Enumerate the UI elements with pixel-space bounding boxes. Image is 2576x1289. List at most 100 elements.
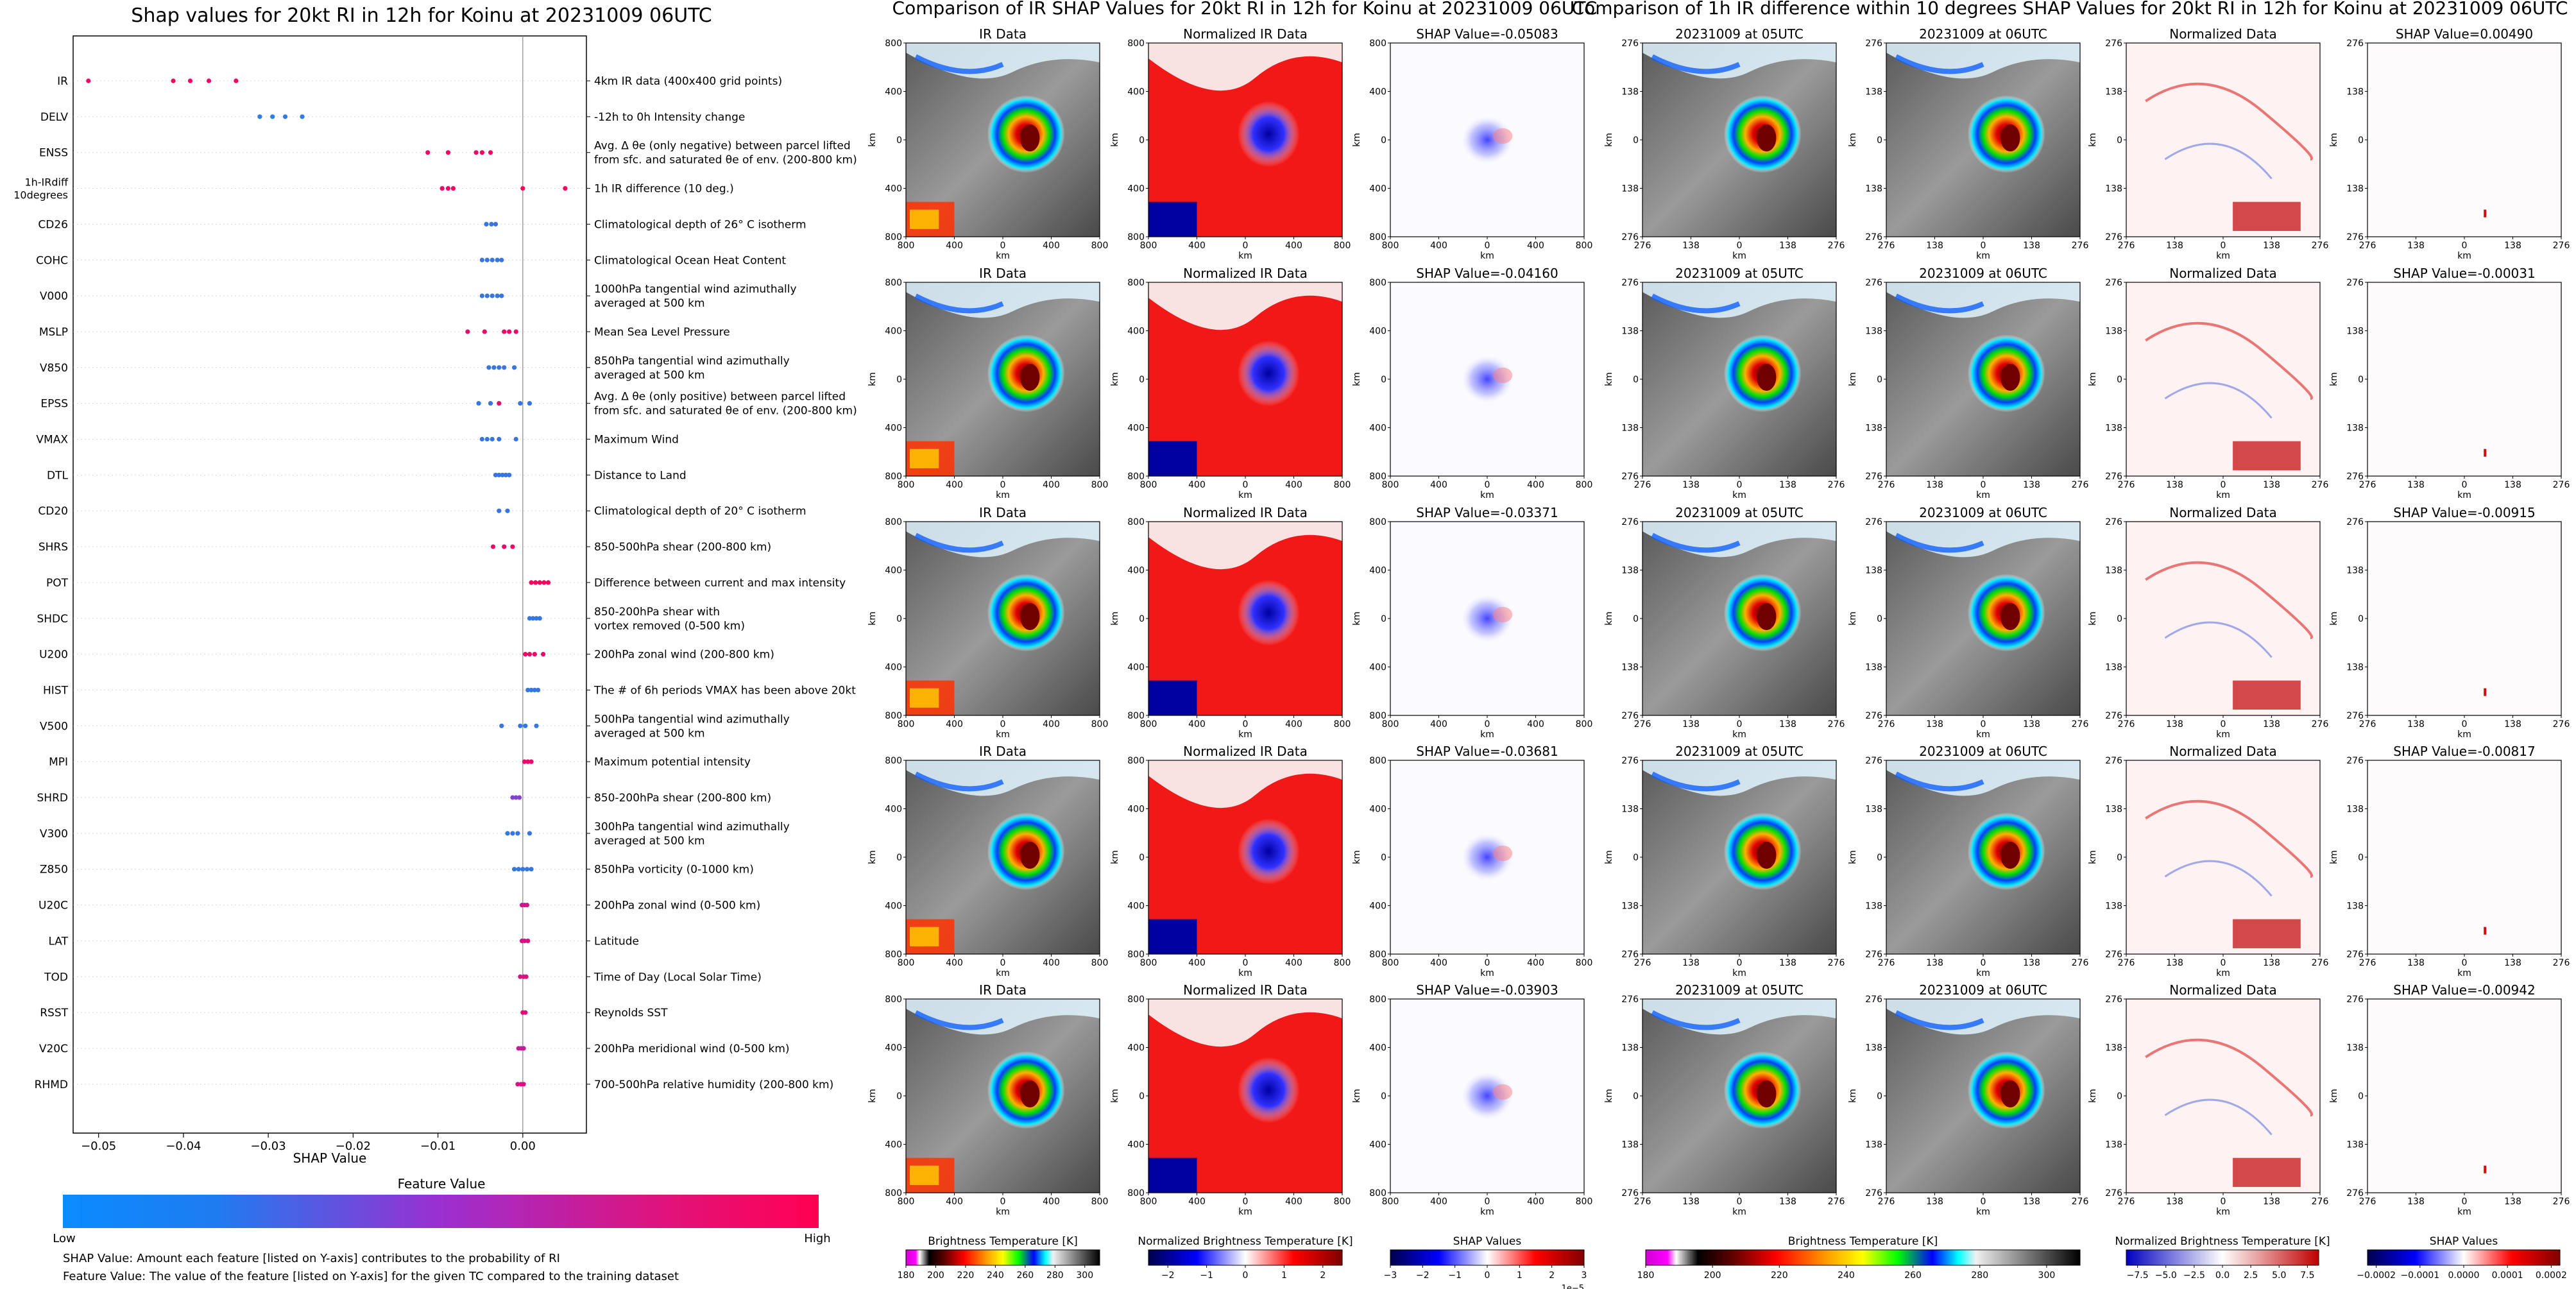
cloud-band-edge bbox=[1651, 1010, 1741, 1030]
shap-point bbox=[523, 1010, 528, 1015]
feature-description-label: 850-500hPa shear (200-800 km) bbox=[594, 541, 771, 554]
map-y-tick-label: 800 bbox=[885, 994, 902, 1005]
map-y-axis-label: km bbox=[867, 611, 878, 626]
map-y-tick-label: 800 bbox=[1127, 472, 1145, 482]
map-y-tick-label: 400 bbox=[1369, 566, 1386, 576]
map-y-tick-label: 276 bbox=[2105, 994, 2122, 1005]
colorbar-tick-label: −1 bbox=[1448, 1270, 1462, 1281]
norm-cluster bbox=[1148, 441, 1197, 476]
map-y-axis-label: km bbox=[1848, 133, 1858, 147]
map-x-tick-label: 276 bbox=[2072, 1197, 2089, 1207]
map-x-tick-label: 138 bbox=[2166, 1197, 2183, 1207]
map-y-tick-label: 0 bbox=[2117, 135, 2122, 146]
map-y-tick-label: 800 bbox=[1127, 756, 1145, 766]
map-y-axis-label: km bbox=[2329, 611, 2339, 626]
shap-point bbox=[525, 687, 531, 693]
shap-summary-content: IR 4km IR data (400x400 grid points) DELV -… bbox=[13, 36, 857, 1153]
map-panel-shap bbox=[1390, 760, 1585, 955]
colorbar-tick-label: −0.0001 bbox=[2400, 1270, 2439, 1281]
storm-eye-region bbox=[1757, 363, 1777, 391]
map-y-axis-label: km bbox=[1352, 1089, 1362, 1103]
map-x-tick-label: 400 bbox=[1188, 1197, 1206, 1207]
map-y-tick-label: 276 bbox=[1621, 38, 1639, 49]
feature-description-label: Difference between current and max inten… bbox=[594, 577, 846, 590]
feature-name-label: RHMD bbox=[35, 1079, 68, 1091]
map-y-tick-label: 400 bbox=[1127, 423, 1145, 434]
shapdiff-spot bbox=[2484, 1165, 2487, 1174]
map-y-tick-label: 800 bbox=[885, 472, 902, 482]
shap-point bbox=[540, 652, 546, 657]
map-x-tick-label: 800 bbox=[1140, 241, 1157, 251]
map-x-tick-label: 400 bbox=[1527, 958, 1544, 968]
map-panel-ir05 bbox=[1642, 282, 1837, 477]
map-y-axis-label: km bbox=[1110, 133, 1120, 147]
colorbar-low-label: Low bbox=[53, 1232, 75, 1245]
map-y-axis-label: km bbox=[1604, 1089, 1614, 1103]
map-y-axis-label: km bbox=[2329, 850, 2339, 864]
map-subtitle: 20231009 at 05UTC bbox=[1675, 982, 1804, 998]
map-y-tick-label: 800 bbox=[1127, 517, 1145, 527]
map-y-tick-label: 138 bbox=[1621, 805, 1639, 815]
cloud-band-edge bbox=[1895, 533, 1984, 553]
shap-point bbox=[516, 867, 521, 872]
map-x-axis-label: km bbox=[1976, 251, 1990, 261]
shap-point bbox=[537, 616, 542, 621]
feature-name-label: EPSS bbox=[40, 398, 68, 411]
map-y-tick-label: 0 bbox=[2117, 1091, 2122, 1102]
map-x-tick-label: 800 bbox=[898, 241, 915, 251]
shap-point bbox=[524, 902, 530, 908]
map-x-axis-label: km bbox=[996, 730, 1010, 740]
map-y-tick-label: 400 bbox=[885, 663, 902, 673]
feature-description-label: from sfc. and saturated θe of env. (200-… bbox=[594, 405, 857, 418]
map-x-axis-label: km bbox=[1976, 1207, 1990, 1217]
map-y-tick-label: 138 bbox=[2105, 1140, 2122, 1150]
map-subtitle: Normalized IR Data bbox=[1183, 266, 1308, 281]
norm-cloud-band bbox=[1148, 43, 1342, 91]
shap-point bbox=[499, 257, 504, 262]
shap-point bbox=[86, 78, 91, 83]
map-y-tick-label: 800 bbox=[1127, 950, 1145, 960]
map-y-tick-label: 276 bbox=[1865, 994, 1882, 1005]
map-x-tick-label: 138 bbox=[2166, 241, 2183, 251]
map-panel-normdiff bbox=[2126, 998, 2321, 1193]
shap-point bbox=[491, 365, 497, 370]
diff-edge-2 bbox=[2164, 860, 2273, 897]
feature-description-label: averaged at 500 km bbox=[594, 297, 705, 310]
map-y-axis-label: km bbox=[1352, 133, 1362, 147]
map-y-tick-label: 0 bbox=[1877, 853, 1882, 863]
cloud-band-edge bbox=[1651, 533, 1741, 553]
map-y-tick-label: 138 bbox=[2105, 87, 2122, 98]
map-x-tick-label: 138 bbox=[2166, 958, 2183, 968]
map-y-tick-label: 400 bbox=[1127, 1140, 1145, 1150]
colorbar-label: SHAP Values bbox=[1453, 1235, 1522, 1248]
cloud-band-edge bbox=[1895, 54, 1984, 74]
map-y-tick-label: 800 bbox=[885, 278, 902, 288]
map-panel-ir05 bbox=[1642, 998, 1837, 1193]
colorbar-tick-label: 0.0002 bbox=[2536, 1270, 2567, 1281]
map-x-tick-label: 276 bbox=[2359, 480, 2376, 490]
shap-point bbox=[497, 472, 502, 477]
shap-point bbox=[510, 831, 515, 836]
shap-point bbox=[484, 257, 490, 262]
map-y-tick-label: 0 bbox=[2117, 853, 2122, 863]
map-subtitle: 20231009 at 06UTC bbox=[1919, 26, 2047, 42]
storm-eye-region bbox=[1020, 841, 1040, 869]
cloud-band-edge bbox=[914, 1010, 1004, 1030]
feature-name-label: MSLP bbox=[39, 326, 68, 339]
map-x-tick-label: 276 bbox=[2359, 719, 2376, 730]
map-y-axis-label: km bbox=[1848, 372, 1858, 386]
diff-edge-2 bbox=[2164, 1098, 2273, 1136]
map-x-tick-label: 138 bbox=[1682, 958, 1700, 968]
shap-point bbox=[473, 150, 479, 155]
map-y-tick-label: 276 bbox=[1865, 472, 1882, 482]
map-y-tick-label: 138 bbox=[2346, 901, 2364, 912]
map-x-tick-label: 0 bbox=[1981, 719, 1986, 730]
map-panel-ir05 bbox=[1642, 521, 1837, 716]
map-x-tick-label: 276 bbox=[2118, 958, 2135, 968]
map-subtitle: 20231009 at 05UTC bbox=[1675, 26, 1804, 42]
shap-point bbox=[527, 616, 533, 621]
map-panel-norm bbox=[1148, 282, 1343, 477]
map-x-tick-label: 0 bbox=[1981, 480, 1986, 490]
norm-cloud-band bbox=[1148, 999, 1342, 1047]
map-panel-norm bbox=[1148, 42, 1343, 237]
